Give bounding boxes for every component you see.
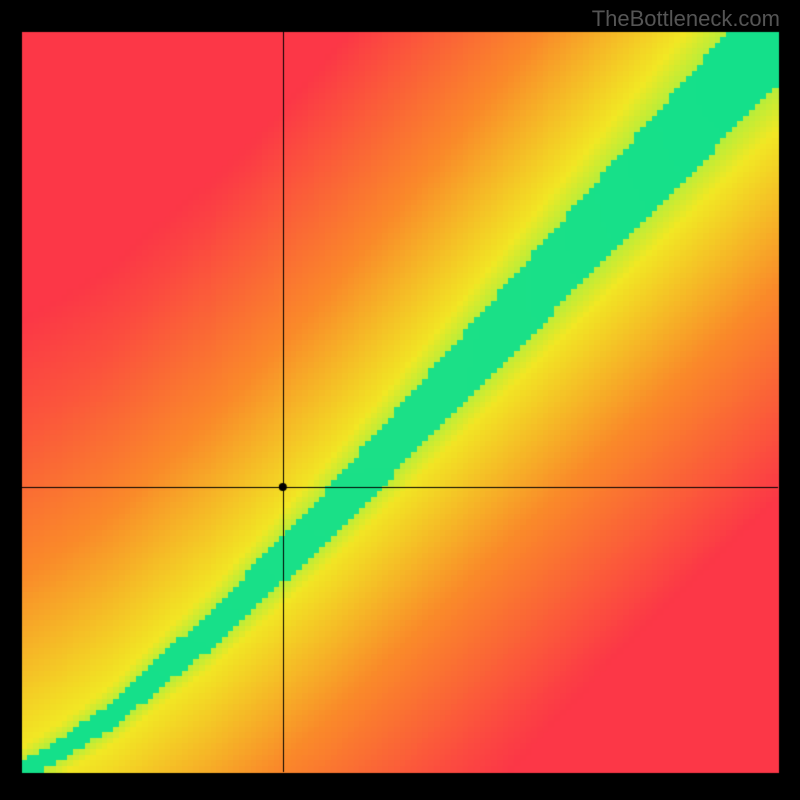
bottleneck-heatmap [0,0,800,800]
watermark-text: TheBottleneck.com [592,6,780,32]
